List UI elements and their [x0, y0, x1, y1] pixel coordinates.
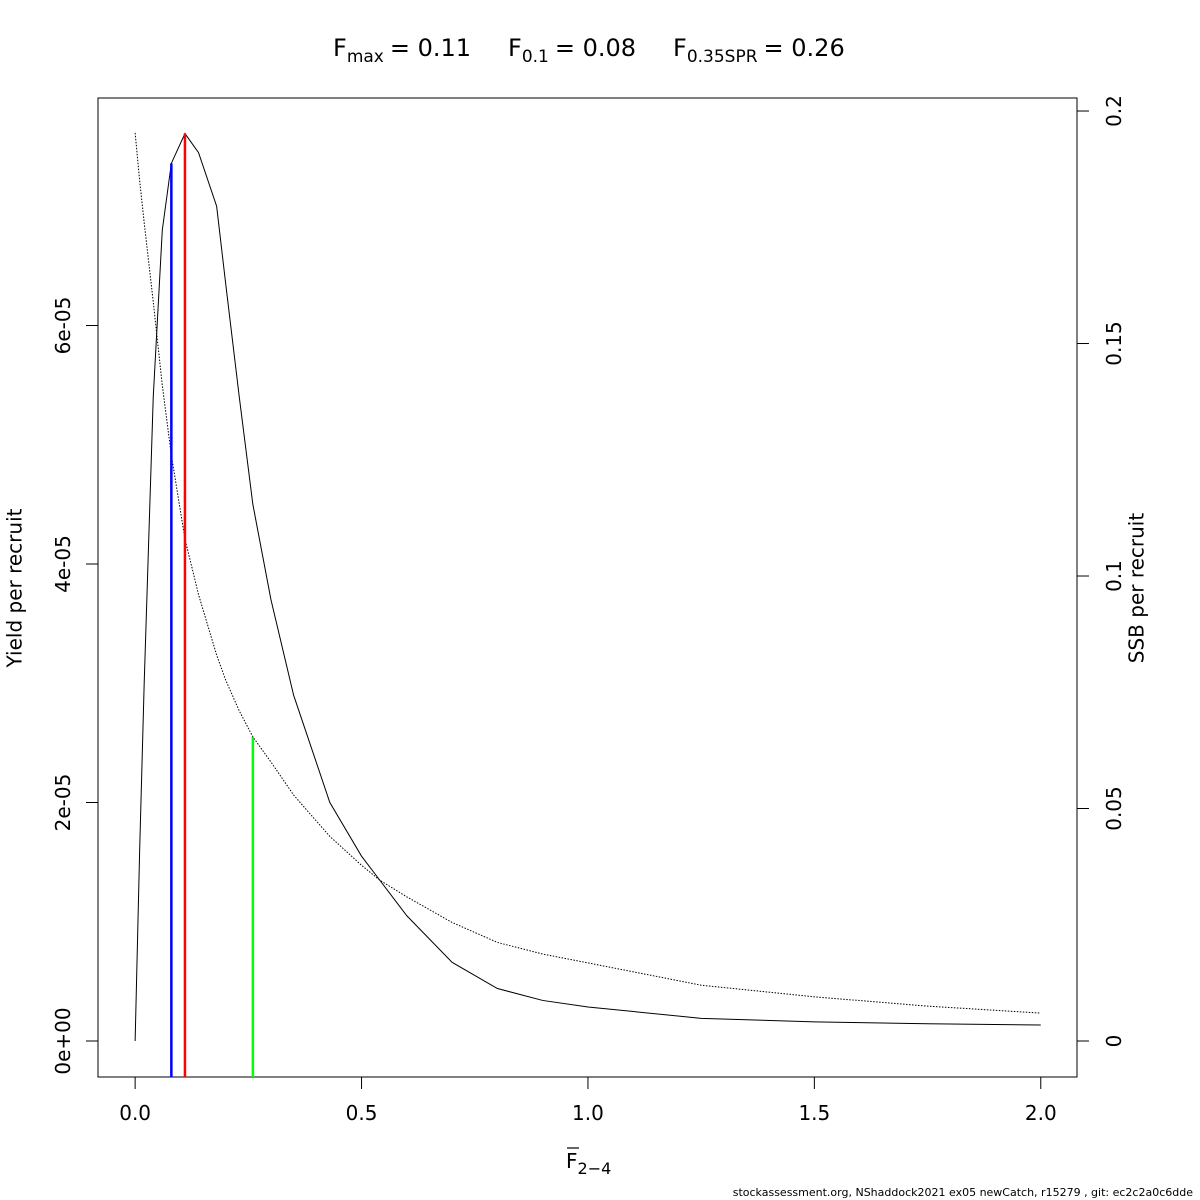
title-symbol: F [508, 34, 522, 62]
x-label-symbol: F [566, 1149, 578, 1173]
title-symbol: F [333, 34, 347, 62]
title-subscript: max [347, 47, 384, 67]
x-tick-label: 1.5 [798, 1101, 830, 1125]
y2-tick-label: 0.2 [1102, 95, 1126, 127]
x-tick-label: 0.0 [119, 1101, 151, 1125]
title-value: = 0.08 [555, 34, 636, 62]
title-subscript: 0.35SPR [687, 47, 758, 67]
title-symbol: F [673, 34, 687, 62]
x-axis-label: F2−4 [566, 1149, 611, 1178]
y2-tick-label: 0 [1102, 1035, 1126, 1048]
x-tick-label: 2.0 [1025, 1101, 1057, 1125]
y-axis-label: Yield per recruit [3, 508, 27, 668]
series-line [134, 132, 1041, 1014]
title-part: F0.1 = 0.08 [508, 34, 636, 67]
y-tick-label: 6e-05 [51, 297, 75, 355]
title-subscript: 0.1 [522, 47, 549, 67]
y2-tick-label: 0.15 [1102, 321, 1126, 366]
y2-tick-label: 0.1 [1102, 560, 1126, 592]
series-line [134, 132, 1041, 1042]
title-value: = 0.26 [764, 34, 845, 62]
x-label-subscript: 2−4 [578, 1159, 612, 1178]
y-tick-label: 0e+00 [51, 1007, 75, 1074]
plot-frame [97, 97, 1078, 1078]
x-tick-label: 1.0 [572, 1101, 604, 1125]
title-part: Fmax = 0.11 [333, 34, 471, 67]
title-value: = 0.11 [390, 34, 471, 62]
y-tick-label: 2e-05 [51, 774, 75, 832]
title-part: F0.35SPR = 0.26 [673, 34, 845, 67]
y-tick-label: 4e-05 [51, 535, 75, 593]
footer: stockassessment.org, NShaddock2021 ex05 … [733, 1186, 1193, 1199]
y2-tick-label: 0.05 [1102, 786, 1126, 831]
y2-axis-label: SSB per recruit [1125, 513, 1149, 664]
x-tick-label: 0.5 [346, 1101, 378, 1125]
